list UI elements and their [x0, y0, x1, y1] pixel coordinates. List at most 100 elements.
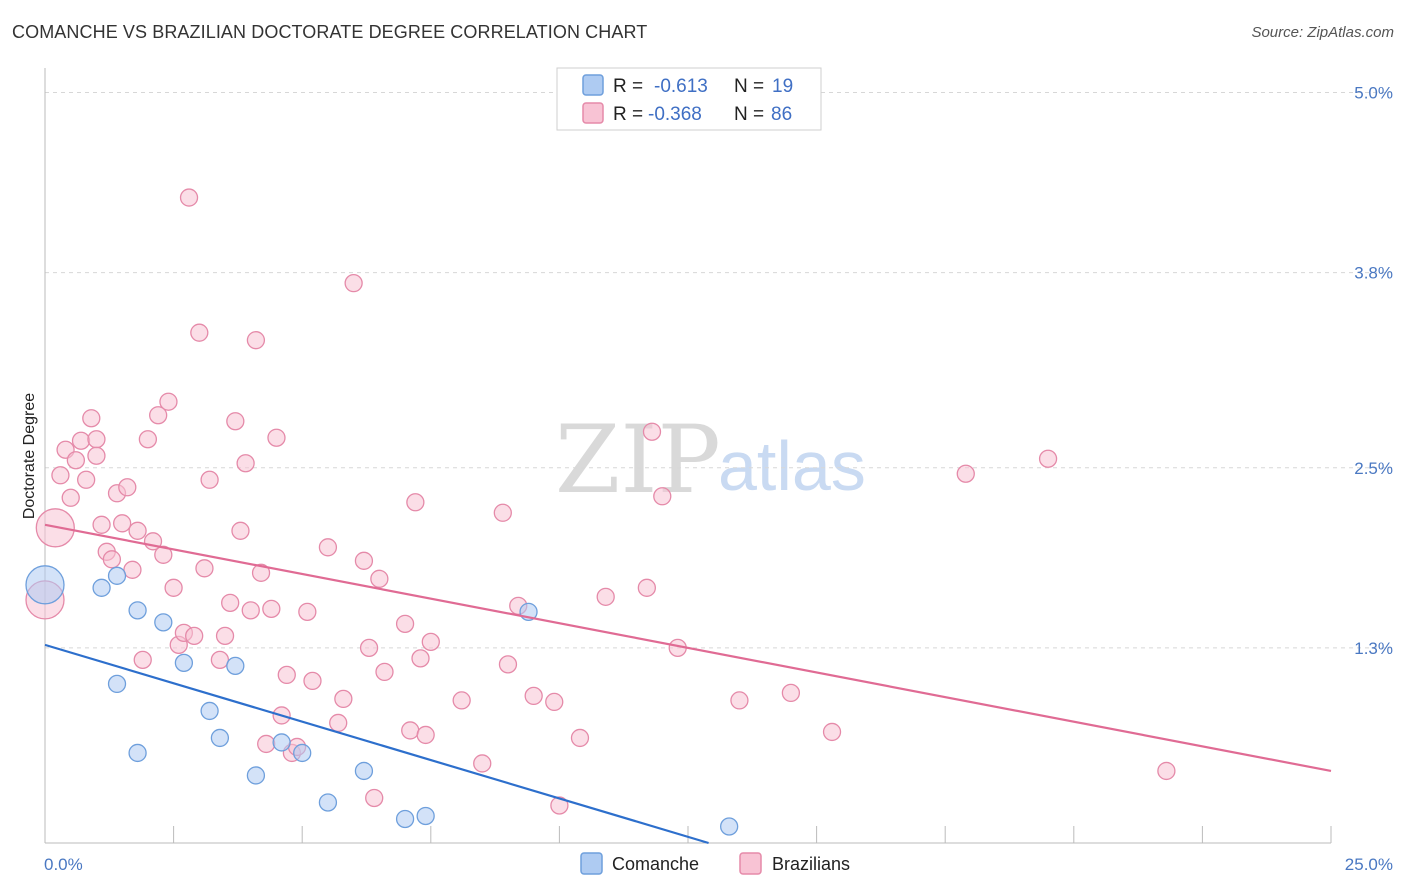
legend-r-label-brazil: R =	[613, 104, 643, 125]
point-brazil	[195, 559, 214, 578]
axes	[44, 68, 1332, 844]
legend-n-value-comanche: 19	[772, 76, 793, 97]
point-brazil	[359, 638, 379, 658]
point-brazil	[164, 578, 183, 597]
point-brazil	[200, 470, 219, 489]
point-brazil	[262, 599, 281, 618]
x-tick-label-start: 0.0%	[44, 855, 83, 874]
point-brazil	[498, 655, 518, 674]
y-tick-label: 2.5%	[1354, 459, 1393, 478]
point-comanche	[210, 728, 230, 748]
x-tick-labels: 0.0% 25.0%	[44, 855, 1393, 874]
gridlines	[45, 92, 1392, 649]
point-comanche	[174, 653, 194, 673]
point-comanche	[92, 578, 111, 597]
legend-r-label-comanche: R =	[613, 76, 643, 97]
bottom-legend: Comanche Brazilians	[580, 852, 850, 875]
point-brazil	[246, 331, 266, 350]
point-brazil	[401, 721, 420, 740]
point-comanche	[107, 674, 127, 694]
point-brazil	[545, 692, 564, 712]
point-brazil	[354, 551, 374, 570]
point-brazil	[123, 560, 142, 579]
point-comanche	[25, 565, 65, 605]
point-brazil	[956, 464, 975, 483]
bottom-legend-swatch-brazil	[739, 852, 762, 875]
point-brazil	[133, 650, 152, 670]
point-brazil	[473, 754, 492, 773]
legend-r-value-comanche: -0.613	[654, 76, 708, 97]
point-comanche	[154, 613, 173, 632]
point-brazil	[421, 632, 440, 652]
point-brazil	[102, 550, 122, 569]
legend-n-value-brazil: 86	[771, 104, 792, 125]
point-brazil	[71, 431, 91, 450]
point-brazil	[241, 601, 260, 620]
point-brazil	[550, 796, 569, 815]
point-brazil	[416, 725, 435, 745]
point-brazil	[210, 650, 230, 670]
point-brazil	[185, 626, 204, 646]
point-comanche	[200, 701, 219, 721]
y-tick-label: 3.8%	[1354, 264, 1393, 283]
point-comanche	[107, 566, 127, 585]
point-brazil	[298, 602, 317, 622]
point-brazil	[82, 409, 101, 428]
trend-line-comanche	[44, 643, 709, 845]
point-brazil	[251, 563, 271, 582]
x-tick-label-end: 25.0%	[1345, 855, 1393, 874]
point-comanche	[354, 761, 374, 781]
point-brazil	[493, 503, 512, 522]
trend-line-brazil	[44, 523, 1332, 773]
point-brazil	[303, 671, 322, 691]
y-tick-label: 1.3%	[1354, 639, 1393, 658]
point-brazil	[370, 569, 389, 588]
point-brazil	[781, 683, 801, 703]
point-comanche	[318, 793, 338, 812]
point-comanche	[395, 809, 415, 829]
bottom-legend-comanche: Comanche	[612, 854, 699, 874]
point-comanche	[128, 743, 147, 763]
legend: R = -0.613 N = 19 R = -0.368 N = 86	[556, 67, 822, 131]
point-brazil	[267, 428, 286, 447]
point-brazil	[179, 188, 199, 207]
y-axis-label: Doctorate Degree	[21, 393, 38, 519]
point-comanche	[293, 743, 312, 763]
point-brazil	[92, 515, 111, 534]
point-brazil	[596, 587, 615, 606]
point-brazil	[524, 686, 543, 706]
legend-n-label-brazil: N =	[734, 104, 764, 125]
chart-title: COMANCHE VS BRAZILIAN DOCTORATE DEGREE C…	[12, 22, 648, 42]
point-brazil	[257, 734, 276, 754]
point-brazil	[138, 430, 158, 449]
point-brazil	[66, 451, 86, 470]
point-brazil	[190, 323, 209, 342]
point-brazil	[87, 430, 106, 449]
watermark-atlas: atlas	[718, 427, 866, 505]
point-brazil	[51, 466, 70, 485]
point-brazil	[159, 392, 178, 411]
point-brazil	[406, 493, 425, 512]
point-brazil	[642, 422, 662, 441]
point-brazil	[226, 412, 245, 431]
legend-r-value-brazil: -0.368	[648, 104, 702, 125]
trend-lines	[44, 523, 1332, 845]
point-brazil	[1157, 761, 1176, 781]
point-brazil	[118, 478, 137, 497]
point-comanche	[246, 766, 266, 785]
point-brazil	[570, 728, 590, 748]
data-points	[25, 188, 1176, 836]
y-tick-labels: 1.3% 2.5% 3.8% 5.0%	[1354, 84, 1393, 658]
point-brazil	[277, 665, 296, 685]
point-brazil	[329, 713, 348, 733]
point-brazil	[318, 538, 338, 557]
point-brazil	[221, 593, 240, 612]
source-label: Source: ZipAtlas.com	[1251, 24, 1394, 41]
point-comanche	[720, 817, 739, 836]
point-brazil	[231, 521, 250, 540]
point-brazil	[236, 454, 255, 473]
point-brazil	[365, 788, 384, 808]
point-comanche	[128, 601, 147, 620]
point-brazil	[61, 488, 80, 507]
point-brazil	[334, 689, 353, 709]
